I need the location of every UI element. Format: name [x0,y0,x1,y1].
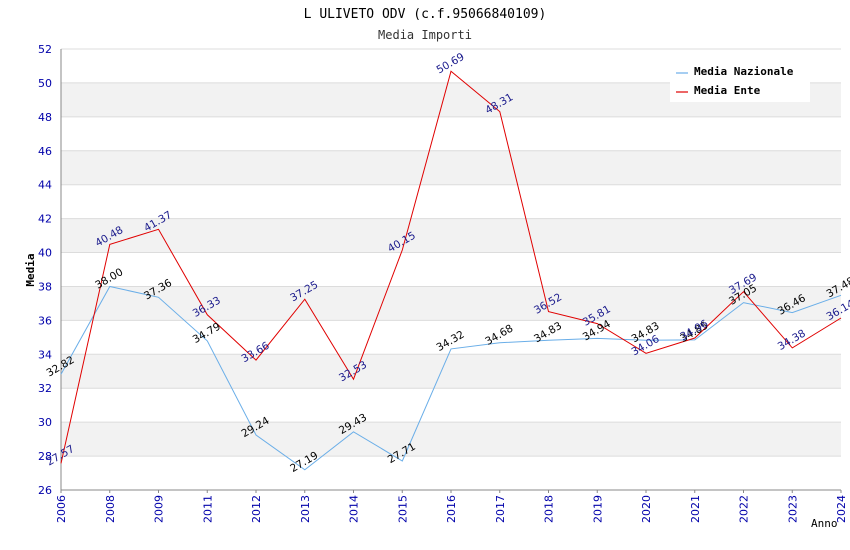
data-label: 34.68 [483,322,515,347]
legend-box [670,60,810,102]
y-tick-label: 42 [38,213,52,226]
x-tick-label: 2017 [494,495,507,523]
data-label: 34.96 [678,318,710,344]
x-tick-label: 2014 [348,495,361,523]
x-tick-label: 2006 [55,495,68,523]
y-tick-label: 38 [38,280,52,293]
series-lines [60,70,842,471]
plot-band [61,218,841,253]
x-tick-label: 2019 [591,495,604,523]
y-tick-label: 50 [38,77,52,90]
chart-title: L ULIVETO ODV (c.f.95066840109) [304,7,547,22]
series-line-nazionale [60,285,842,471]
y-tick-label: 52 [38,43,52,56]
axes [60,49,842,493]
x-tick-label: 2020 [640,495,653,523]
y-tick-label: 36 [38,314,52,327]
y-tick-label: 28 [38,450,52,463]
y-tick-label: 30 [38,416,52,429]
y-tick-label: 44 [38,179,52,192]
x-tick-label: 2022 [738,495,751,523]
legend: Media Nazionale Media Ente [670,60,810,102]
data-label: 34.38 [776,328,808,353]
y-tick-label: 48 [38,111,52,124]
x-tick-label: 2021 [689,495,702,523]
gridlines [61,48,841,491]
x-axis-label: Anno [811,517,838,530]
x-tick-label: 2023 [786,495,799,523]
series-line-ente [60,70,842,464]
x-tick-label: 2012 [250,495,263,523]
y-tick-label: 34 [38,348,52,361]
chart-subtitle: Media Importi [378,28,472,42]
y-tick-label: 46 [38,145,52,158]
y-tick-label: 32 [38,382,52,395]
x-tick-label: 2011 [201,495,214,523]
plot-band [61,286,841,321]
x-tick-label: 2016 [445,495,458,523]
y-tick-labels: 26 28 30 32 34 36 38 40 42 44 46 48 50 52 [38,43,52,497]
plot-band [61,422,841,457]
x-tick-label: 2018 [543,495,556,523]
x-tick-label: 2024 [835,495,848,523]
y-tick-label: 40 [38,247,52,260]
legend-label-ente: Media Ente [694,84,761,97]
plot-band [61,354,841,389]
legend-label-nazionale: Media Nazionale [694,65,794,78]
y-axis-label: Media [24,253,37,286]
x-tick-label: 2008 [104,495,117,523]
data-label: 34.83 [532,320,564,345]
y-tick-label: 26 [38,484,52,497]
data-label: 34.79 [191,321,223,346]
x-tick-labels: 2006 2008 2009 2011 2012 2013 2014 2015 2016 2017… [55,495,848,523]
x-tick-label: 2015 [396,495,409,523]
x-tick-label: 2009 [153,495,166,523]
x-tick-label: 2013 [299,495,312,523]
plot-band [61,150,841,185]
plot-bands [61,82,841,457]
